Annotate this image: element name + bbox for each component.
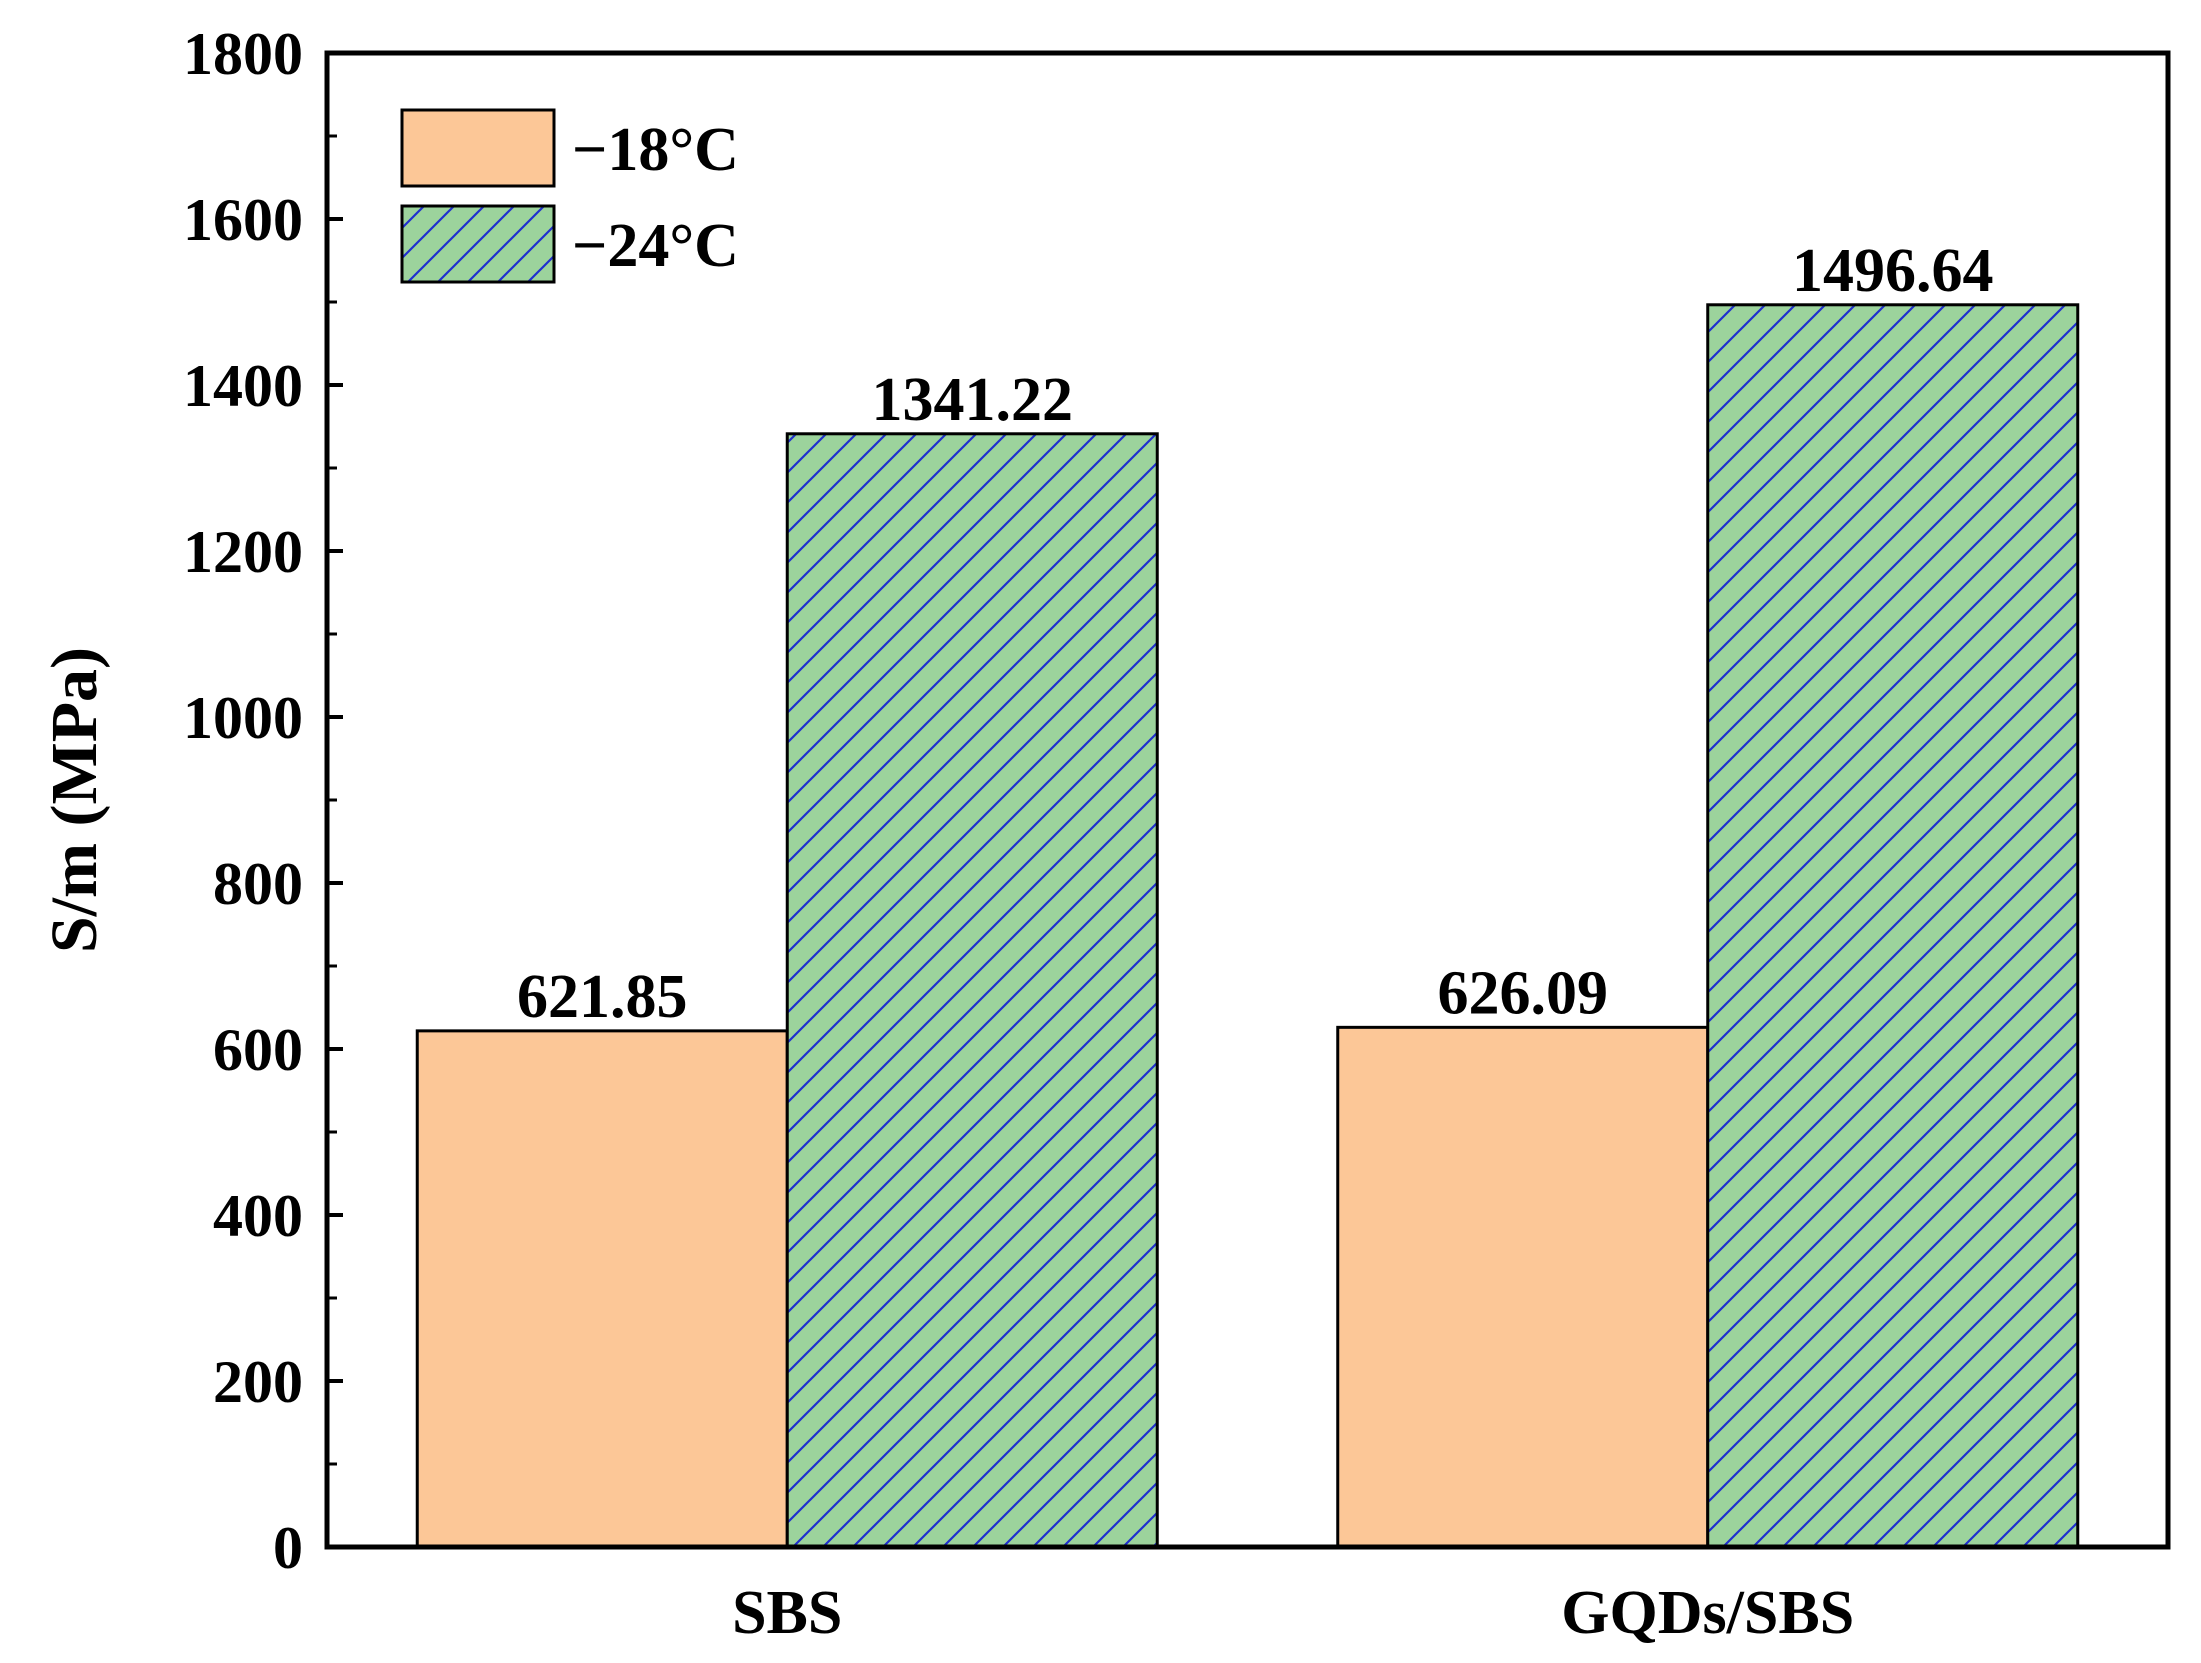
legend-swatch-2 [400,204,556,284]
legend-swatch-1 [400,108,556,188]
bar-value-label: 1341.22 [872,366,1074,434]
legend-label-2: −24°C [572,212,739,280]
legend: −18°C −24°C [400,108,739,284]
y-tick-label: 400 [213,1183,303,1249]
y-axis: 0 200 400 600 800 1000 1200 1400 1600 1800 [183,21,343,1581]
y-tick-label: 600 [213,1017,303,1083]
y-tick-label: 1800 [183,21,303,87]
y-tick-label: 1200 [183,519,303,585]
bar-value-label: 621.85 [517,963,688,1031]
y-axis-label: S/m (MPa) [38,647,111,953]
x-axis: SBS GQDs/SBS [732,1579,1854,1647]
value-labels-layer: 621.85 1341.22 626.09 1496.64 [517,237,1994,1031]
bar-1-gqds-sbs [1336,1025,1710,1549]
bar-2-gqds-sbs [1706,303,2080,1549]
y-tick-label: 1400 [183,353,303,419]
bar-value-label: 626.09 [1438,959,1609,1027]
legend-label-1: −18°C [572,116,739,184]
y-tick-label: 1000 [183,685,303,751]
x-category-label: SBS [732,1579,842,1647]
y-tick-label: 0 [273,1515,303,1581]
bars-layer [415,303,2080,1549]
y-tick-label: 200 [213,1349,303,1415]
y-tick-label: 800 [213,851,303,917]
bar-value-label: 1496.64 [1792,237,1994,305]
bar-2-sbs [785,432,1159,1549]
x-category-label: GQDs/SBS [1561,1579,1854,1647]
y-tick-label: 1600 [183,187,303,253]
bar-1-sbs [415,1029,789,1549]
